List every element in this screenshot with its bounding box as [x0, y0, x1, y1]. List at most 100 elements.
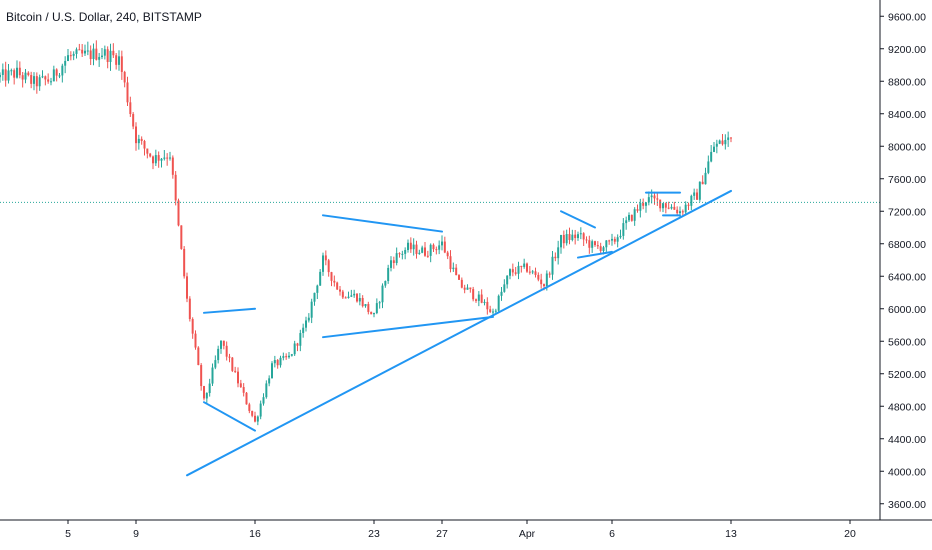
- candle: [659, 199, 662, 212]
- candle: [191, 317, 194, 339]
- flag-top[interactable]: [203, 307, 256, 314]
- wedge-bottom[interactable]: [322, 315, 494, 339]
- candle: [166, 153, 169, 166]
- drawings[interactable]: [186, 189, 732, 477]
- candle: [443, 236, 446, 254]
- candle-body: [327, 260, 330, 273]
- candle-body: [528, 271, 531, 273]
- x-tick-label: 27: [436, 528, 448, 540]
- candle-body: [129, 102, 132, 115]
- candle: [616, 234, 619, 248]
- candle: [336, 281, 339, 291]
- candle-body: [16, 67, 18, 78]
- candle: [52, 65, 55, 82]
- candle-body: [67, 55, 69, 61]
- candle: [585, 236, 588, 244]
- candle: [622, 218, 625, 240]
- candle: [494, 308, 497, 314]
- candle-body: [633, 209, 636, 221]
- candle-body: [588, 240, 591, 248]
- candle-body: [350, 295, 353, 297]
- candle: [101, 47, 103, 60]
- candle-body: [673, 206, 676, 210]
- candle-body: [412, 244, 415, 250]
- candle-body: [268, 378, 271, 384]
- plot-area[interactable]: [0, 40, 880, 477]
- pennant-bottom[interactable]: [577, 250, 613, 259]
- candle: [421, 245, 424, 254]
- candle-body: [718, 140, 721, 144]
- candle: [313, 292, 316, 306]
- candle-body: [302, 327, 305, 334]
- candle-body: [693, 192, 696, 196]
- candle: [18, 61, 21, 79]
- pennant-top[interactable]: [560, 210, 596, 229]
- candle: [599, 242, 602, 254]
- candle: [50, 77, 52, 86]
- candle: [647, 191, 650, 206]
- candle-body: [157, 155, 160, 161]
- flag-bottom[interactable]: [203, 401, 256, 432]
- candle: [594, 240, 596, 247]
- candle: [537, 272, 540, 282]
- candle: [78, 43, 81, 51]
- candle-body: [296, 343, 299, 346]
- candle: [86, 41, 89, 56]
- candle: [217, 345, 220, 364]
- candle-body: [579, 233, 582, 235]
- x-tick-label: 13: [725, 528, 737, 540]
- candle-body: [21, 75, 24, 80]
- candle: [126, 76, 129, 107]
- candle: [367, 301, 370, 315]
- candle: [608, 239, 611, 245]
- candle-body: [273, 360, 276, 364]
- candle: [282, 352, 285, 361]
- candle-body: [557, 247, 560, 259]
- candle-body: [44, 76, 47, 80]
- candle-body: [47, 79, 50, 82]
- candle: [551, 251, 554, 280]
- y-tick-label: 5200.00: [888, 369, 926, 381]
- candle-body: [608, 240, 611, 242]
- candle: [35, 72, 38, 94]
- candle: [673, 201, 676, 210]
- y-tick-label: 4400.00: [888, 434, 926, 446]
- candle-body: [373, 313, 375, 315]
- candle-body: [701, 181, 704, 185]
- candle-body: [500, 291, 503, 296]
- candle-body: [659, 199, 662, 209]
- candle: [605, 240, 608, 252]
- candle: [480, 289, 483, 304]
- candle: [67, 48, 69, 62]
- candles: [0, 40, 732, 426]
- candle-body: [548, 273, 551, 275]
- candle-body: [721, 140, 724, 145]
- candle-body: [704, 172, 707, 185]
- candle: [463, 284, 466, 294]
- candle: [58, 72, 61, 79]
- candle-body: [676, 209, 679, 214]
- candle: [205, 392, 208, 403]
- candle-body: [191, 319, 194, 334]
- candle: [265, 380, 268, 399]
- candle-body: [84, 50, 86, 54]
- candle-body: [361, 297, 364, 307]
- candle-body: [69, 55, 72, 57]
- candle-body: [299, 333, 302, 346]
- candle: [455, 264, 458, 276]
- candle: [441, 235, 443, 251]
- candle: [0, 72, 1, 83]
- candle-body: [322, 255, 324, 272]
- y-tick-label: 5600.00: [888, 336, 926, 348]
- candle: [384, 280, 387, 288]
- main-trendline[interactable]: [186, 189, 732, 477]
- candle: [727, 131, 730, 147]
- candle: [696, 188, 698, 201]
- wedge-top[interactable]: [322, 214, 443, 233]
- candle: [137, 134, 140, 150]
- candle-body: [477, 294, 480, 301]
- candle: [123, 70, 126, 88]
- candle: [302, 323, 305, 338]
- candle: [724, 134, 727, 150]
